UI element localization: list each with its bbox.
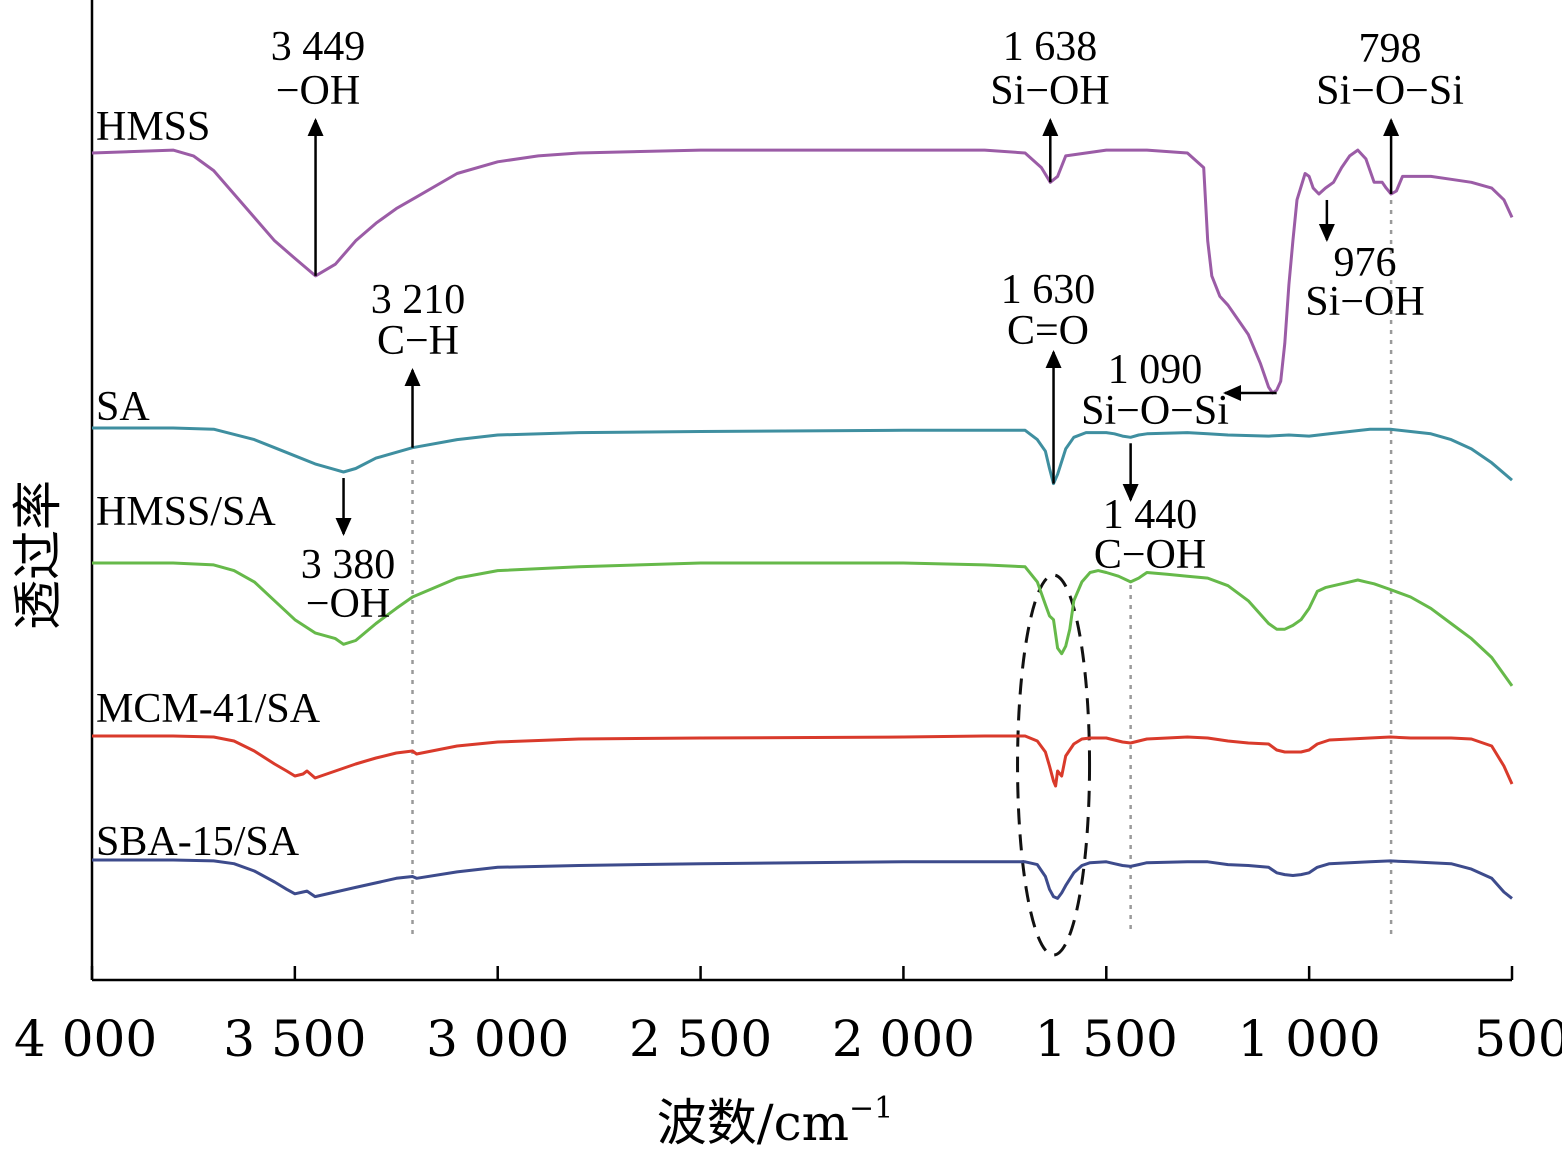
annotation-label: 3 380	[301, 542, 396, 588]
annotation-label: 3 210	[371, 277, 466, 323]
carbonyl-highlight-ellipse	[1016, 573, 1092, 957]
annotation-label: 1 440	[1103, 492, 1198, 538]
annotation-label: Si−O−Si	[1316, 68, 1464, 114]
annotation-label: C−OH	[1094, 532, 1206, 578]
annotation-label: C−H	[377, 318, 459, 364]
annotation-arrowhead	[1045, 350, 1062, 368]
annotation-label: 1 638	[1003, 24, 1098, 70]
x-axis-title-main: 波数/cm	[657, 1094, 849, 1152]
annotation-label: 1 090	[1108, 347, 1203, 393]
annotation-arrowhead	[1042, 118, 1059, 136]
x-tick-label: 2 500	[629, 1010, 772, 1068]
annotation-label: 976	[1334, 240, 1397, 286]
series-line-sba-15-sa	[92, 858, 1513, 900]
annotation-label: C=O	[1007, 308, 1089, 354]
series-line-hmss	[91, 148, 1514, 395]
annotation-arrowhead	[1383, 118, 1400, 136]
annotation-3449: 3 449−OH	[271, 24, 366, 276]
x-axis-title: 波数/cm−1	[657, 1091, 894, 1152]
annotation-label: 798	[1359, 26, 1422, 72]
series-labels: HMSS SA HMSS/SA MCM-41/SA SBA-15/SA	[96, 104, 321, 865]
annotation-arrowhead	[1318, 224, 1335, 242]
annotation-label: −OH	[276, 68, 360, 114]
carbonyl-ellipse	[1016, 573, 1092, 957]
x-tick-label: 3 500	[223, 1010, 366, 1068]
axes	[90, 0, 1514, 982]
x-tick-label: 1 500	[1035, 1010, 1178, 1068]
annotation-arrowhead	[335, 518, 352, 536]
x-axis-title-sup: −1	[849, 1091, 893, 1126]
annotation-label: Si−OH	[990, 68, 1109, 114]
annotation-label: Si−O−Si	[1081, 388, 1229, 434]
series-line-sa	[92, 426, 1513, 486]
series-label: MCM-41/SA	[96, 686, 321, 732]
annotation-arrowhead	[404, 368, 421, 386]
x-tick-label: 500	[1474, 1010, 1562, 1068]
x-tick-label: 3 000	[426, 1010, 569, 1068]
series-line-mcm-41-sa	[92, 734, 1514, 788]
x-tick-labels: 4 000 3 500 3 000 2 500 2 000 1 500 1 000 500	[14, 1010, 1562, 1068]
series-label: SBA-15/SA	[96, 819, 300, 865]
dotted-guides	[411, 190, 1393, 935]
x-tick-label: 2 000	[832, 1010, 975, 1068]
annotation-arrowhead	[1223, 385, 1241, 401]
annotation-label: 3 449	[271, 24, 366, 70]
x-tick-label: 1 000	[1238, 1010, 1381, 1068]
series-label: SA	[96, 384, 150, 430]
annotation-label: −OH	[306, 581, 390, 627]
annotation-label: Si−OH	[1305, 279, 1424, 325]
annotation-arrowhead	[1122, 484, 1139, 502]
series-label: HMSS	[96, 104, 210, 150]
y-axis-title: 透过率	[9, 480, 67, 630]
series-line-hmss-sa	[92, 561, 1514, 687]
series-lines	[91, 148, 1514, 900]
annotation-arrowhead	[307, 118, 324, 136]
annotation-label: 1 630	[1001, 267, 1096, 313]
x-tick-label: 4 000	[14, 1010, 157, 1068]
series-label: HMSS/SA	[96, 489, 276, 535]
annotation-3380: 3 380−OH	[301, 478, 396, 627]
